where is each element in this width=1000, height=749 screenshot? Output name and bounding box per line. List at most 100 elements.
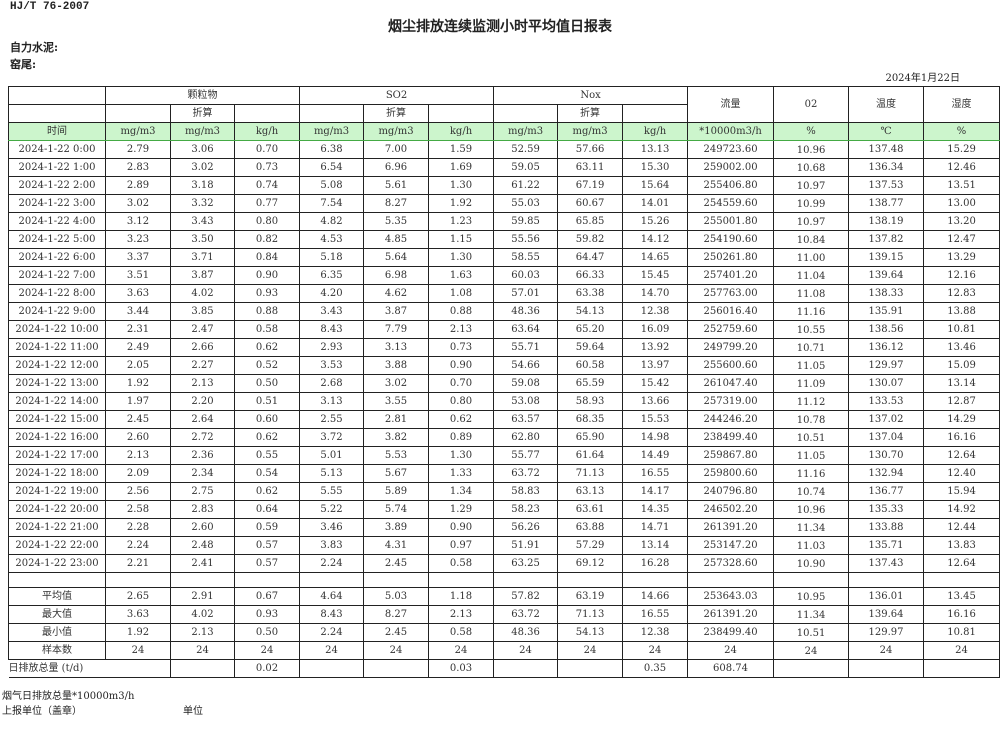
table-row: 2024-1-22 7:00 3.51 3.87 0.90 6.35 6.98 1.63 60… xyxy=(8,266,1000,285)
value-cell: 2.83 xyxy=(170,500,235,519)
value-cell: 6.38 xyxy=(299,140,365,159)
empty-header-cell xyxy=(493,104,559,123)
value-cell: 10.96 xyxy=(773,500,850,519)
stat-value: 2.13 xyxy=(170,623,235,642)
value-cell: 12.47 xyxy=(923,230,1000,249)
value-cell: 0.62 xyxy=(233,428,301,447)
value-cell: 11.00 xyxy=(773,248,850,267)
stat-value: 253643.03 xyxy=(687,587,775,606)
value-cell: 2.75 xyxy=(170,482,235,501)
value-cell: 1.34 xyxy=(428,482,495,501)
stat-value: 24 xyxy=(233,641,301,660)
flow-header: 流量 xyxy=(687,86,775,123)
stat-value: 24 xyxy=(622,641,689,660)
stat-value: 10.51 xyxy=(773,623,850,642)
value-cell: 15.30 xyxy=(622,158,689,177)
stat-value: 54.13 xyxy=(557,623,624,642)
value-cell: 259867.80 xyxy=(687,446,775,465)
value-cell: 2.09 xyxy=(105,464,171,483)
table-row: 2024-1-22 8:00 3.63 4.02 0.93 4.20 4.62 1.08 57… xyxy=(8,284,1000,303)
value-cell: 58.23 xyxy=(493,500,559,519)
value-cell: 63.64 xyxy=(493,320,559,339)
value-cell: 10.81 xyxy=(923,320,1000,339)
stat-value: 24 xyxy=(923,641,1000,660)
time-cell: 2024-1-22 2:00 xyxy=(8,176,106,195)
kiln-label: 窑尾: xyxy=(10,58,37,71)
value-cell: 3.44 xyxy=(105,302,171,321)
table-row: 2024-1-22 9:00 3.44 3.85 0.88 3.43 3.87 0.88 48… xyxy=(8,302,1000,321)
value-cell: 10.84 xyxy=(773,230,850,249)
value-cell: 138.56 xyxy=(848,320,925,339)
value-cell: 60.67 xyxy=(557,194,624,213)
value-cell: 13.83 xyxy=(923,536,1000,555)
so2-header: SO2 xyxy=(299,86,495,105)
reporting-unit-label: 上报单位（盖章） xyxy=(2,706,82,717)
value-cell: 5.67 xyxy=(363,464,430,483)
value-cell: 61.22 xyxy=(493,176,559,195)
value-cell: 139.64 xyxy=(848,266,925,285)
value-cell: 3.43 xyxy=(299,302,365,321)
empty-cell xyxy=(557,572,624,588)
value-cell: 0.62 xyxy=(428,410,495,429)
stat-value: 24 xyxy=(299,641,365,660)
stat-value: 2.45 xyxy=(363,623,430,642)
value-cell: 12.40 xyxy=(923,464,1000,483)
value-cell: 133.53 xyxy=(848,392,925,411)
stat-value: 129.97 xyxy=(848,623,925,642)
nox-converted-header: 折算 xyxy=(557,104,624,123)
value-cell: 0.89 xyxy=(428,428,495,447)
value-cell: 55.71 xyxy=(493,338,559,357)
value-cell: 5.18 xyxy=(299,248,365,267)
table-row: 2024-1-22 19:00 2.56 2.75 0.62 5.55 5.89 1.34 5… xyxy=(8,482,1000,501)
daily-total-value xyxy=(557,659,624,678)
value-cell: 244246.20 xyxy=(687,410,775,429)
value-cell: 2.20 xyxy=(170,392,235,411)
value-cell: 5.01 xyxy=(299,446,365,465)
stat-value: 0.93 xyxy=(233,605,301,624)
value-cell: 138.19 xyxy=(848,212,925,231)
time-cell: 2024-1-22 3:00 xyxy=(8,194,106,213)
stat-value: 13.45 xyxy=(923,587,1000,606)
value-cell: 11.08 xyxy=(773,284,850,303)
stat-value: 4.64 xyxy=(299,587,365,606)
stats-row: 平均值 2.65 2.91 0.67 4.64 5.03 1.18 57.82 63.19 14.… xyxy=(8,587,1000,606)
value-cell: 0.90 xyxy=(233,266,301,285)
stat-value: 24 xyxy=(428,641,495,660)
empty-header-cell xyxy=(622,104,689,123)
value-cell: 67.19 xyxy=(557,176,624,195)
report-date: 2024年1月22日 xyxy=(885,73,960,84)
value-cell: 13.14 xyxy=(622,536,689,555)
value-cell: 13.13 xyxy=(622,140,689,159)
value-cell: 0.74 xyxy=(233,176,301,195)
value-cell: 3.50 xyxy=(170,230,235,249)
value-cell: 1.69 xyxy=(428,158,495,177)
unit-header: kg/h xyxy=(428,122,495,141)
value-cell: 63.61 xyxy=(557,500,624,519)
value-cell: 10.68 xyxy=(773,158,850,177)
time-cell: 2024-1-22 5:00 xyxy=(8,230,106,249)
stat-value: 10.95 xyxy=(773,587,850,606)
daily-total-value xyxy=(299,659,365,678)
value-cell: 14.98 xyxy=(622,428,689,447)
value-cell: 1.29 xyxy=(428,500,495,519)
value-cell: 0.50 xyxy=(233,374,301,393)
empty-cell xyxy=(622,572,689,588)
stat-value: 1.18 xyxy=(428,587,495,606)
value-cell: 5.08 xyxy=(299,176,365,195)
value-cell: 2.41 xyxy=(170,554,235,573)
value-cell: 3.37 xyxy=(105,248,171,267)
stat-value: 24 xyxy=(493,641,559,660)
footer-line: 烟气日排放总量*10000m3/h xyxy=(2,690,999,705)
value-cell: 63.57 xyxy=(493,410,559,429)
empty-cell xyxy=(923,572,1000,588)
value-cell: 11.05 xyxy=(773,356,850,375)
daily-total-value xyxy=(170,659,235,678)
value-cell: 2.64 xyxy=(170,410,235,429)
time-cell: 2024-1-22 15:00 xyxy=(8,410,106,429)
value-cell: 14.17 xyxy=(622,482,689,501)
o2-header: 02 xyxy=(773,86,850,123)
empty-cell xyxy=(773,572,850,588)
unit-header: kg/h xyxy=(233,122,301,141)
value-cell: 15.09 xyxy=(923,356,1000,375)
stat-label: 平均值 xyxy=(8,587,106,606)
